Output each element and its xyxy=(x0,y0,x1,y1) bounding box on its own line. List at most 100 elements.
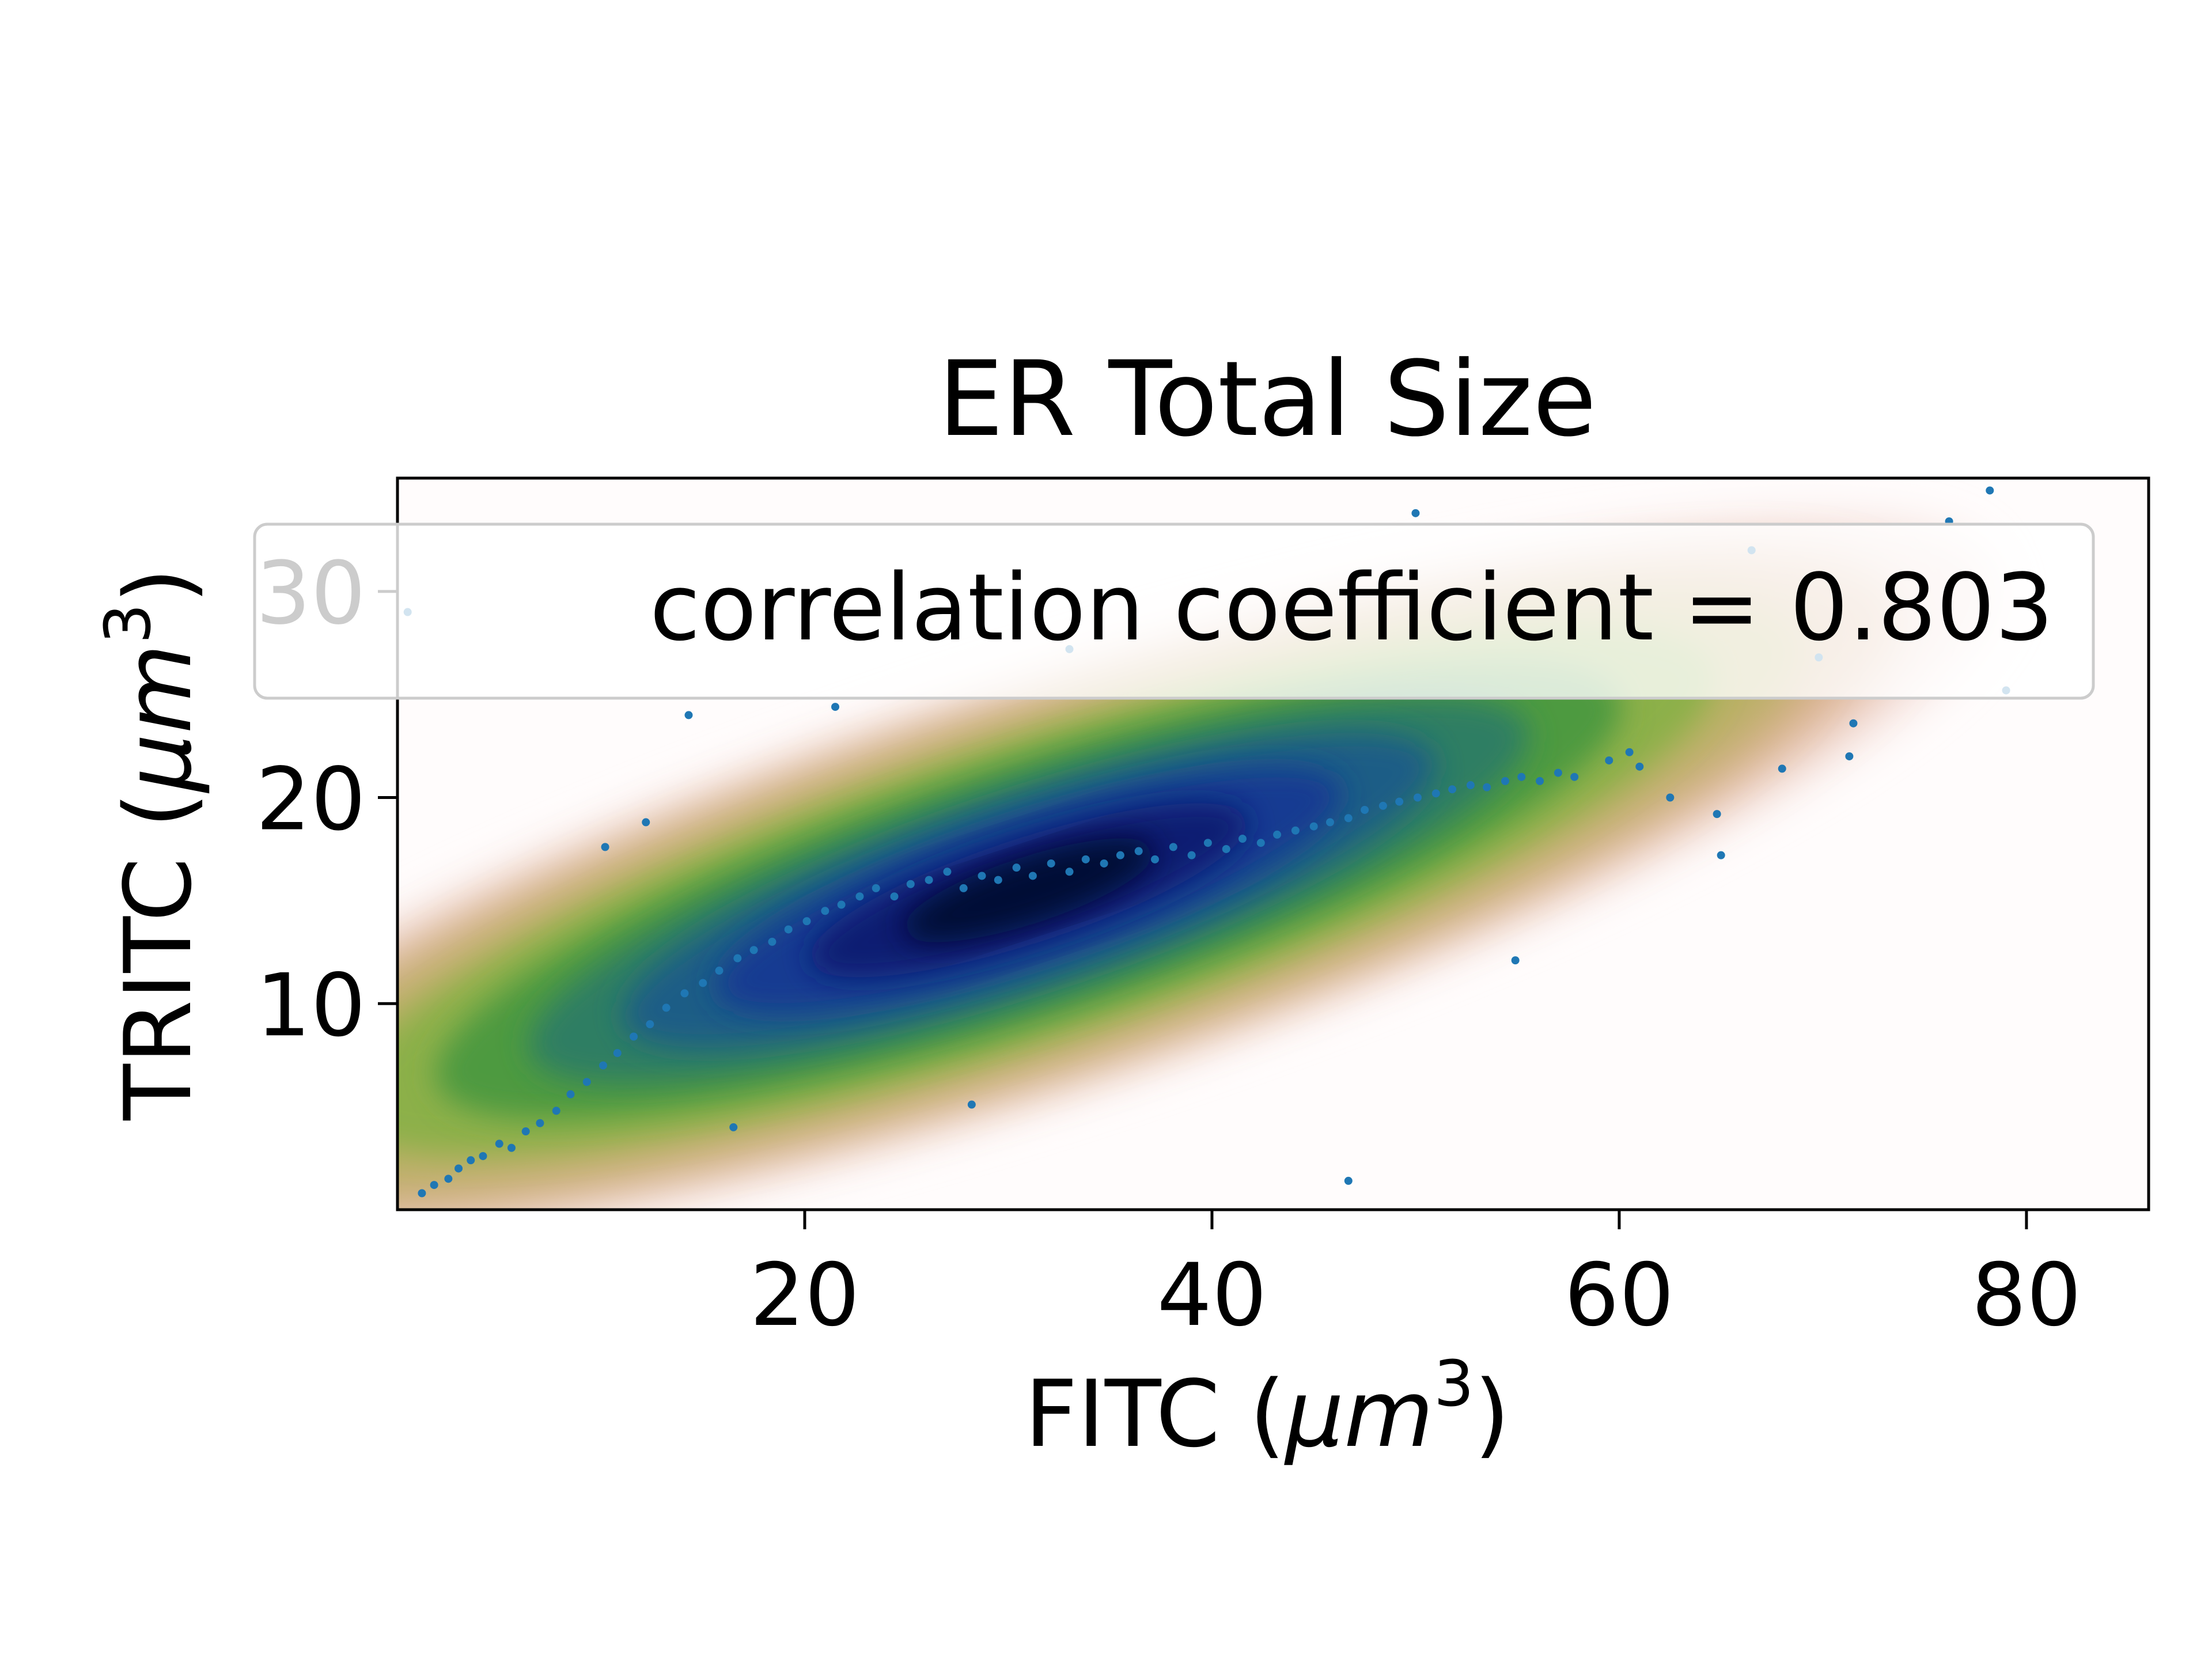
scatter-point xyxy=(831,703,839,711)
scatter-point xyxy=(1395,797,1404,806)
scatter-point xyxy=(680,989,689,998)
x-tick-label: 40 xyxy=(1157,1245,1267,1346)
scatter-point xyxy=(1717,851,1725,859)
scatter-point xyxy=(967,1100,976,1109)
scatter-point xyxy=(1081,855,1090,863)
x-axis-label-text: FITC ( xyxy=(1025,1360,1286,1468)
scatter-point xyxy=(1413,793,1422,802)
scatter-point xyxy=(684,711,693,719)
x-axis-label: FITC (μm3) xyxy=(1025,1347,1510,1468)
scatter-point xyxy=(1536,777,1544,785)
x-axis-label-unit: μm xyxy=(1283,1360,1434,1468)
scatter-point xyxy=(1501,777,1509,785)
scatter-point xyxy=(582,1078,591,1086)
scatter-point xyxy=(1483,783,1491,791)
scatter-point xyxy=(906,880,915,888)
scatter-point xyxy=(444,1175,453,1183)
x-axis-label-close: ) xyxy=(1474,1360,1510,1468)
scatter-point xyxy=(1713,810,1721,819)
scatter-point xyxy=(1203,839,1212,847)
scatter-point xyxy=(872,884,880,892)
scatter-point xyxy=(1411,509,1420,517)
y-tick-label: 10 xyxy=(256,956,366,1056)
scatter-point xyxy=(1605,756,1613,765)
scatter-point xyxy=(978,872,986,880)
y-axis-label-unit: μm xyxy=(104,644,212,794)
scatter-point xyxy=(1309,822,1318,831)
scatter-point xyxy=(1666,793,1675,802)
scatter-point xyxy=(1466,781,1475,790)
scatter-point xyxy=(994,876,1002,884)
scatter-point xyxy=(855,892,864,901)
scatter-point xyxy=(1273,830,1282,839)
scatter-point xyxy=(715,967,724,975)
scatter-point xyxy=(1222,844,1230,853)
scatter-point xyxy=(821,907,830,915)
scatter-point xyxy=(1448,785,1457,794)
scatter-point xyxy=(959,884,968,892)
chart-title: ER Total Size xyxy=(938,339,1596,460)
scatter-point xyxy=(613,1049,622,1058)
scatter-point xyxy=(768,937,777,946)
scatter-point xyxy=(418,1189,426,1198)
y-axis-label-exponent: 3 xyxy=(91,604,165,644)
scatter-point xyxy=(1065,868,1074,876)
axes-frame xyxy=(396,476,2150,1211)
scatter-point xyxy=(630,1032,638,1041)
scatter-point xyxy=(1012,863,1021,872)
scatter-point xyxy=(1849,719,1858,728)
x-tick-label: 20 xyxy=(750,1245,860,1346)
scatter-point xyxy=(430,1181,438,1190)
scatter-point xyxy=(1635,762,1644,771)
scatter-point xyxy=(552,1107,560,1115)
scatter-point xyxy=(1256,839,1265,847)
x-tick-label: 60 xyxy=(1564,1245,1674,1346)
scatter-point xyxy=(454,1164,463,1173)
scatter-point xyxy=(729,1123,738,1131)
scatter-point xyxy=(1100,859,1108,868)
scatter-point xyxy=(507,1143,516,1152)
scatter-point xyxy=(890,892,899,901)
y-axis-label: TRITC (μm3) xyxy=(91,567,212,1121)
scatter-point xyxy=(662,1003,671,1012)
scatter-point xyxy=(646,1020,654,1029)
scatter-point xyxy=(1517,772,1526,781)
scatter-point xyxy=(1028,872,1037,880)
density-band xyxy=(902,838,1156,942)
scatter-point xyxy=(943,868,952,876)
scatter-point xyxy=(1361,805,1369,814)
scatter-point xyxy=(1431,789,1440,798)
scatter-point xyxy=(1238,835,1247,843)
scatter-point xyxy=(521,1127,530,1136)
scatter-point xyxy=(1150,855,1159,863)
scatter-point xyxy=(1845,752,1854,760)
scatter-point xyxy=(601,843,609,851)
y-tick-label: 20 xyxy=(256,750,366,850)
x-axis-label-exponent: 3 xyxy=(1434,1347,1474,1421)
scatter-point xyxy=(733,954,742,963)
scatter-point xyxy=(837,900,846,909)
scatter-point xyxy=(1187,851,1196,859)
scatter-point xyxy=(1570,772,1579,781)
x-tick-label: 80 xyxy=(1971,1245,2081,1346)
scatter-point xyxy=(1511,956,1520,965)
legend-box xyxy=(253,522,2095,700)
scatter-point xyxy=(566,1090,575,1099)
scatter-point xyxy=(1344,814,1353,823)
scatter-point xyxy=(536,1119,544,1127)
scatter-point xyxy=(802,917,811,926)
x-axis-ticks: 20 40 60 80 xyxy=(750,1210,2081,1346)
legend: correlation coefficient = 0.803 xyxy=(253,522,2095,700)
scatter-point xyxy=(1625,748,1634,756)
scatter-point xyxy=(467,1156,475,1165)
scatter-point xyxy=(749,946,758,955)
scatter-point xyxy=(599,1061,608,1070)
y-axis-label-close: ) xyxy=(104,567,212,603)
scatter-point xyxy=(479,1152,487,1160)
scatter-point xyxy=(642,818,650,827)
scatter-point xyxy=(1344,1176,1353,1185)
y-axis-label-text: TRITC ( xyxy=(104,792,212,1120)
scatter-point xyxy=(1378,801,1387,810)
scatter-point xyxy=(1325,818,1334,827)
